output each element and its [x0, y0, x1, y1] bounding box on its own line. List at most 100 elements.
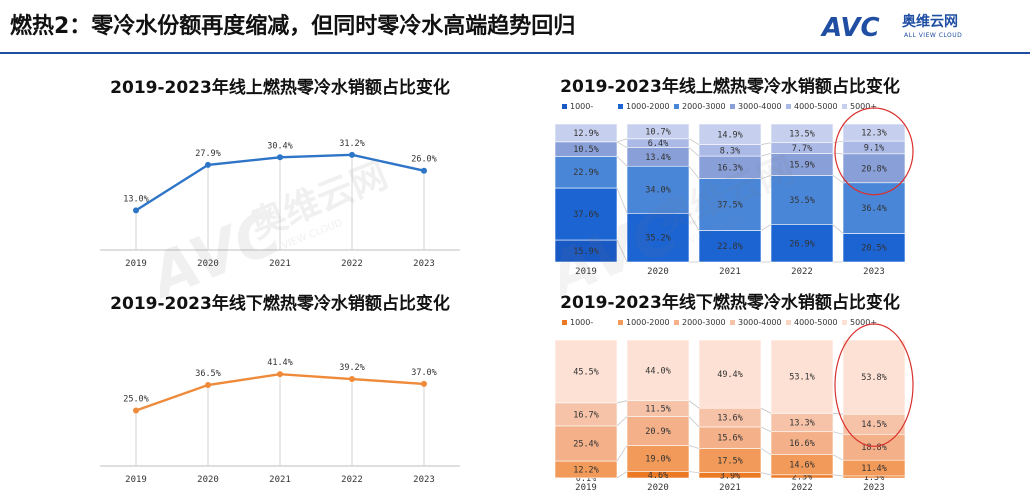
bar-segment-label: 14.6% — [789, 461, 815, 471]
bar-segment — [842, 233, 906, 263]
bar-segment-label: 11.4% — [861, 464, 887, 474]
bar-segment-label: 12.3% — [861, 129, 887, 139]
data-point — [421, 167, 427, 174]
x-tick-label: 2019 — [575, 267, 597, 277]
legend-swatch — [562, 104, 567, 109]
x-tick-label: 2021 — [269, 475, 291, 485]
bar-segment — [554, 425, 618, 462]
bar-segment — [554, 339, 618, 404]
legend-label: 5000+ — [850, 102, 877, 111]
legend-swatch — [842, 320, 847, 325]
data-label: 25.0% — [123, 395, 149, 405]
bar-segment-label: 13.3% — [789, 419, 815, 429]
bar-segment-label: 16.7% — [573, 410, 599, 420]
bar-segment — [770, 175, 834, 225]
bar-segment-label: 15.9% — [789, 160, 815, 170]
series-connector — [688, 400, 700, 409]
x-tick-label: 2021 — [269, 259, 291, 269]
x-tick-label: 2020 — [647, 267, 669, 277]
bar-segment — [842, 433, 906, 461]
bar-segment — [842, 182, 906, 234]
legend-label: 3000-4000 — [738, 318, 782, 327]
data-point — [133, 207, 139, 214]
legend-label: 5000+ — [850, 318, 877, 327]
bar-segment-label: 10.7% — [645, 127, 671, 137]
bar-segment — [626, 416, 690, 446]
data-label: 36.5% — [195, 369, 221, 379]
data-point — [349, 376, 355, 383]
header-rule — [0, 52, 1030, 54]
series-connector — [616, 138, 628, 143]
legend-swatch — [786, 320, 791, 325]
legend-label: 1000- — [570, 102, 593, 111]
bar-segment-label: 35.5% — [789, 196, 815, 206]
series-connector — [832, 140, 844, 144]
series-connector — [616, 239, 628, 263]
legend-label: 3000-4000 — [738, 102, 782, 111]
bar-segment-label: 16.3% — [717, 163, 743, 173]
legend-label: 4000-5000 — [794, 102, 838, 111]
bar-segment-label: 10.5% — [573, 145, 599, 155]
series-connector — [760, 426, 772, 433]
bar-segment-label: 20.8% — [861, 164, 887, 174]
bar-segment-label: 11.5% — [645, 405, 671, 415]
data-label: 41.4% — [267, 358, 293, 368]
bar-segment — [554, 187, 618, 241]
series-connector — [760, 448, 772, 455]
avc-logo: AVC 奥维云网 ALL VIEW CLOUD — [820, 13, 962, 43]
bar-segment-label: 8.3% — [720, 146, 740, 156]
bar-segment-label: 44.0% — [645, 366, 671, 376]
x-tick-label: 2022 — [791, 483, 813, 493]
logo-mark: AVC — [820, 13, 880, 43]
data-label: 26.0% — [411, 155, 437, 165]
data-point — [133, 407, 139, 414]
logo-sub: ALL VIEW CLOUD — [904, 32, 962, 39]
x-tick-label: 2020 — [197, 475, 219, 485]
x-tick-label: 2023 — [863, 267, 885, 277]
bar-segment — [698, 123, 762, 145]
legend-swatch — [674, 104, 679, 109]
bar-segment — [626, 339, 690, 402]
bar-segment — [626, 212, 690, 263]
bar-segment-label: 13.4% — [645, 153, 671, 163]
bar-segment-label: 3.9% — [720, 471, 740, 481]
chart-title: 2019-2023年线上燃热零冷水销额占比变化 — [110, 77, 450, 98]
data-label: 13.0% — [123, 194, 149, 204]
legend-swatch — [786, 104, 791, 109]
series-connector — [688, 471, 700, 474]
bar-segment-label: 49.4% — [717, 370, 743, 380]
bar-segment-label: 14.9% — [717, 130, 743, 140]
page-title: 燃热2：零冷水份额再度缩减，但同时零冷水高端趋势回归 — [10, 14, 576, 39]
data-label: 30.4% — [267, 141, 293, 151]
bar-segment-label: 20.9% — [645, 427, 671, 437]
data-label: 31.2% — [339, 139, 365, 149]
series-connector — [832, 175, 844, 184]
bar-segment — [626, 123, 690, 140]
legend-swatch — [730, 104, 735, 109]
legend-label: 2000-3000 — [682, 318, 726, 327]
legend-label: 1000- — [570, 318, 593, 327]
bar-segment-label: 6.4% — [648, 139, 668, 149]
x-tick-label: 2022 — [341, 259, 363, 269]
chart-title: 2019-2023年线下燃热零冷水销额占比变化 — [110, 293, 450, 314]
bar-segment-label: 0.1% — [576, 474, 596, 484]
legend-swatch — [730, 320, 735, 325]
x-tick-label: 2023 — [413, 259, 435, 269]
bar-segment — [554, 123, 618, 143]
series-connector — [760, 175, 772, 180]
bar-segment-label: 15.9% — [573, 247, 599, 257]
legend-label: 1000-2000 — [626, 102, 670, 111]
data-point — [277, 371, 283, 378]
bar-segment — [770, 224, 834, 263]
offline-line-chart: 2019-2023年线下燃热零冷水销额占比变化 25.0% 36.5% 41.4% 39… — [100, 293, 460, 485]
bar-segment-label: 22.9% — [573, 168, 599, 178]
legend-swatch — [562, 320, 567, 325]
x-tick-label: 2022 — [791, 267, 813, 277]
data-point — [421, 380, 427, 387]
bar-segment — [698, 178, 762, 231]
online-line-chart: 2019-2023年线上燃热零冷水销额占比变化 13.0% 27.9% 30.4% 31… — [100, 77, 460, 269]
series-connector — [616, 416, 628, 427]
bar-segment-label: 9.1% — [864, 143, 884, 153]
data-label: 39.2% — [339, 363, 365, 373]
bar-segment-label: 17.5% — [717, 457, 743, 467]
